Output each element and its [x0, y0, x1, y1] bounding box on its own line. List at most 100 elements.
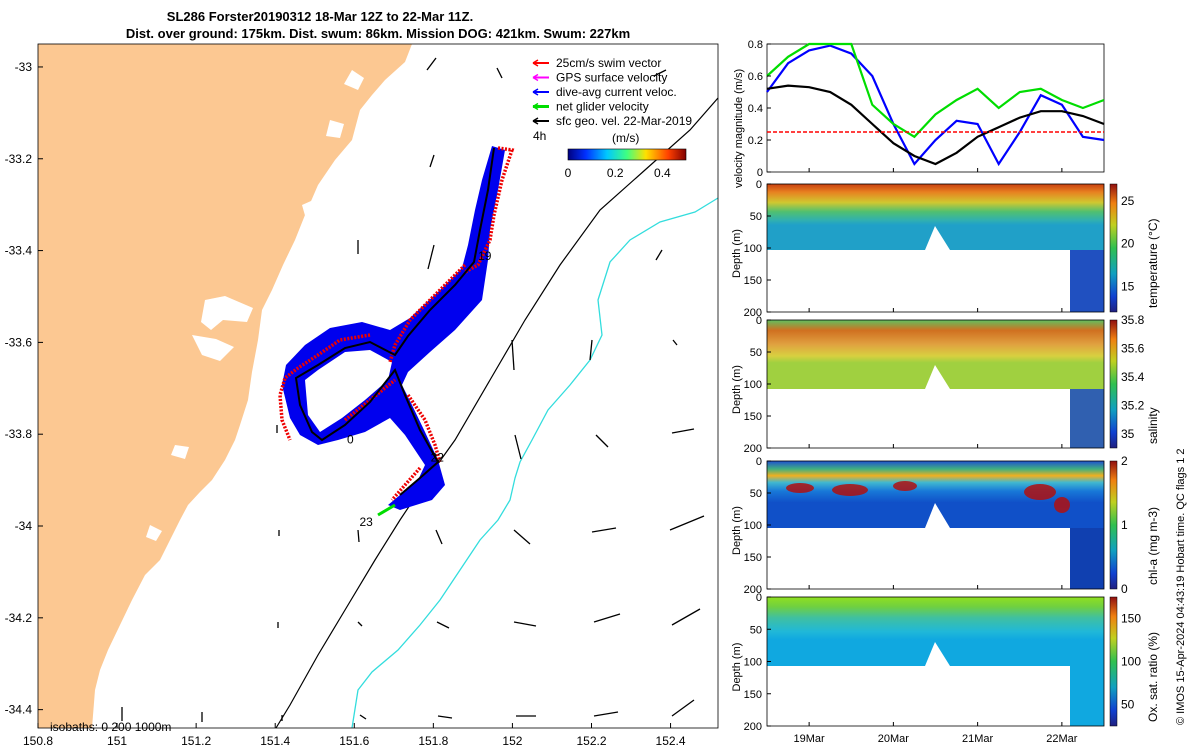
- map-x-tick-label: 152.4: [656, 734, 686, 748]
- legend-label: 25cm/s swim vector: [556, 56, 661, 70]
- day-label: 23: [359, 515, 373, 529]
- velocity-frame: [766, 43, 1105, 173]
- day-label: 0: [347, 432, 354, 446]
- map-y-tick-label: -33.2: [5, 152, 33, 166]
- colorbar-tick-label: 35.8: [1121, 313, 1145, 327]
- legend-label: GPS surface velocity: [556, 71, 667, 85]
- section-colorbar: [1109, 596, 1118, 727]
- legend-arrowhead: [532, 59, 539, 67]
- time-tick-label: 21Mar: [962, 733, 994, 745]
- legend-label: sfc geo. vel. 22-Mar-2019: [556, 114, 692, 128]
- section-colorbar-label: salinity: [1146, 407, 1160, 444]
- time-tick-label: 20Mar: [878, 733, 910, 745]
- section-colorbar-label: temperature (°C): [1146, 219, 1160, 309]
- map-panel: 19 22 23 0 isobaths: 0 200 1000m 25cm/s swi…: [5, 43, 719, 748]
- colorbar-tick-label: 25: [1121, 194, 1135, 208]
- legend-label: dive-avg current veloc.: [556, 85, 677, 99]
- salinity-seamount: [925, 365, 950, 389]
- map-y-tick-label: -33.8: [5, 427, 33, 441]
- velocity-y-tick-label: 0.6: [748, 71, 763, 83]
- map-y-tick-label: -33.6: [5, 335, 33, 349]
- depth-tick-label: 100: [744, 243, 762, 255]
- velocity-y-tick-label: 0: [757, 167, 763, 179]
- velocity-y-tick-label: 0.8: [748, 39, 763, 51]
- depth-tick-label: 200: [744, 443, 762, 455]
- temperature-seamount: [925, 226, 950, 250]
- oxygen-deep: [1070, 666, 1104, 726]
- depth-tick-label: 100: [744, 520, 762, 532]
- colorbar-ticks: 0 0.2 0.4: [565, 166, 671, 180]
- section-colorbar: [1109, 183, 1118, 313]
- chla-patches: [786, 481, 1070, 513]
- depth-tick-label: 0: [756, 592, 762, 604]
- time-axis: 19Mar 20Mar 21Mar 22Mar: [794, 168, 1078, 745]
- velocity-panel: 0 0.2 0.4 0.6 0.8 velocity magnitude (m/s): [733, 39, 1105, 188]
- depth-tick-label: 150: [744, 552, 762, 564]
- map-x-tick-label: 151.2: [181, 734, 211, 748]
- velocity-y-tick-label: 0.4: [748, 103, 763, 115]
- day-label: 19: [478, 249, 492, 263]
- colorbar-tick-label: 0: [565, 166, 572, 180]
- chla-seamount: [925, 503, 950, 528]
- time-tick-label: 19Mar: [794, 733, 826, 745]
- map-land: [38, 44, 412, 728]
- colorbar-tick-label: 100: [1121, 655, 1141, 669]
- geo-velocity-arrows: [121, 57, 705, 722]
- track-interior: [305, 350, 392, 432]
- oxygen-seamount: [925, 642, 950, 666]
- velocity-y-tick-label: 0.2: [748, 135, 763, 147]
- depth-axis-label: Depth (m): [731, 643, 743, 692]
- colorbar-tick-label: 50: [1121, 698, 1135, 712]
- legend-arrowhead: [532, 117, 539, 125]
- velocity-series-line: [766, 84, 1105, 166]
- depth-tick-label: 150: [744, 275, 762, 287]
- map-y-ticks: -33 -33.2 -33.4 -33.6 -33.8 -34 -34.2 -34.4: [5, 60, 43, 717]
- velocity-series-line: [766, 42, 1105, 139]
- colorbar-tick-label: 20: [1121, 237, 1135, 251]
- depth-axis-label: Depth (m): [731, 365, 743, 414]
- colorbar-tick-label: 35.2: [1121, 398, 1145, 412]
- depth-tick-label: 150: [744, 411, 762, 423]
- section-colorbar-label: chl-a (mg m-3): [1146, 507, 1160, 585]
- map-x-ticks: 150.8 151 151.2 151.4 151.6 151.8 152 152.2 152.…: [23, 723, 686, 748]
- colorbar-tick-label: 150: [1121, 612, 1141, 626]
- depth-axis-label: Depth (m): [731, 506, 743, 555]
- title-line-1: SL286 Forster20190312 18-Mar 12Z to 22-M…: [167, 9, 473, 24]
- colorbar-tick-label: 0.4: [654, 166, 671, 180]
- map-x-tick-label: 150.8: [23, 734, 53, 748]
- chla-panel: [766, 460, 1105, 590]
- colorbar-label: (m/s): [612, 131, 639, 145]
- colorbar-tick-label: 1: [1121, 518, 1128, 532]
- oxygen-panel: [766, 596, 1105, 727]
- legend-arrowhead: [532, 88, 539, 96]
- depth-tick-label: 100: [744, 379, 762, 391]
- depth-tick-label: 50: [750, 211, 762, 223]
- legend-arrowhead: [532, 73, 539, 82]
- depth-axis-label: Depth (m): [731, 229, 743, 278]
- depth-tick-label: 50: [750, 624, 762, 636]
- map-x-tick-label: 151.6: [339, 734, 369, 748]
- time-tick-label: 22Mar: [1046, 733, 1078, 745]
- temperature-deep: [1070, 250, 1104, 312]
- velocity-ylabel: velocity magnitude (m/s): [733, 69, 745, 188]
- isobath-200: [275, 97, 719, 729]
- colorbar-tick-label: 0.2: [607, 166, 624, 180]
- map-y-tick-label: -33.4: [5, 244, 33, 258]
- velocity-series: [766, 42, 1105, 167]
- day-labels: 19 22 23 0: [347, 249, 492, 529]
- salinity-deep: [1070, 389, 1104, 448]
- depth-tick-label: 200: [744, 584, 762, 596]
- salinity-panel: [766, 319, 1105, 449]
- map-x-tick-label: 151.8: [418, 734, 448, 748]
- depth-tick-label: 0: [756, 315, 762, 327]
- map-x-tick-label: 151.4: [260, 734, 290, 748]
- section-colorbar: [1109, 319, 1118, 449]
- depth-tick-label: 100: [744, 657, 762, 669]
- map-x-tick-label: 152.2: [576, 734, 606, 748]
- map-y-tick-label: -34: [15, 519, 33, 533]
- depth-tick-label: 0: [756, 179, 762, 191]
- colorbar-tick-label: 15: [1121, 279, 1135, 293]
- depth-tick-label: 200: [744, 307, 762, 319]
